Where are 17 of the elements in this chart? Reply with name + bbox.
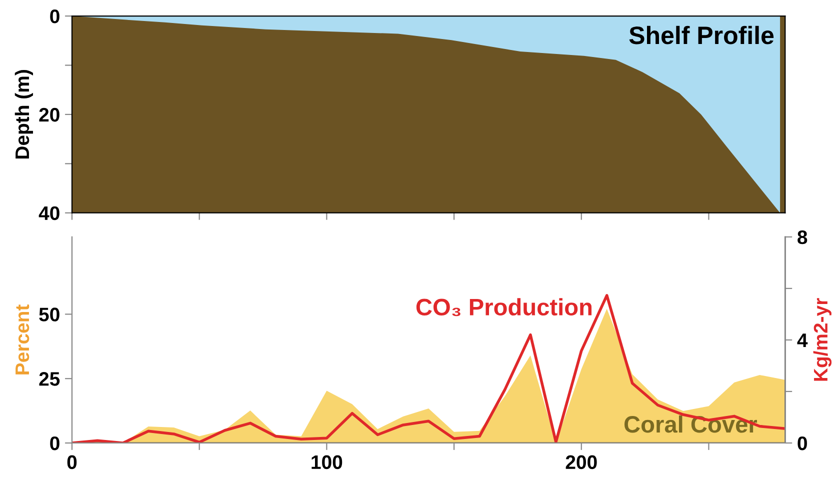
y2-tick-label: 4	[797, 334, 808, 348]
y2-axis-title: Kg/m2-yr	[813, 298, 832, 381]
chart-title: Shelf Profile	[629, 26, 774, 44]
y-tick-label: 50	[39, 308, 60, 322]
y-axis-title: Percent	[16, 304, 30, 374]
y-tick-label: 40	[38, 206, 60, 220]
y-tick-label: 0	[50, 436, 60, 450]
y-tick-label: 0	[50, 10, 60, 24]
y-tick-label: 20	[39, 108, 60, 122]
y2-tick-label: 0	[798, 436, 807, 450]
x-tick-label: 200	[566, 455, 597, 470]
y-tick-label: 25	[39, 372, 60, 386]
series-label: CO₃ Production	[416, 298, 592, 316]
y-axis-title: Depth (m)	[14, 70, 33, 159]
x-tick-label: 0	[67, 455, 77, 470]
x-tick-label: 100	[312, 455, 342, 470]
y2-tick-label: 8	[798, 230, 808, 244]
